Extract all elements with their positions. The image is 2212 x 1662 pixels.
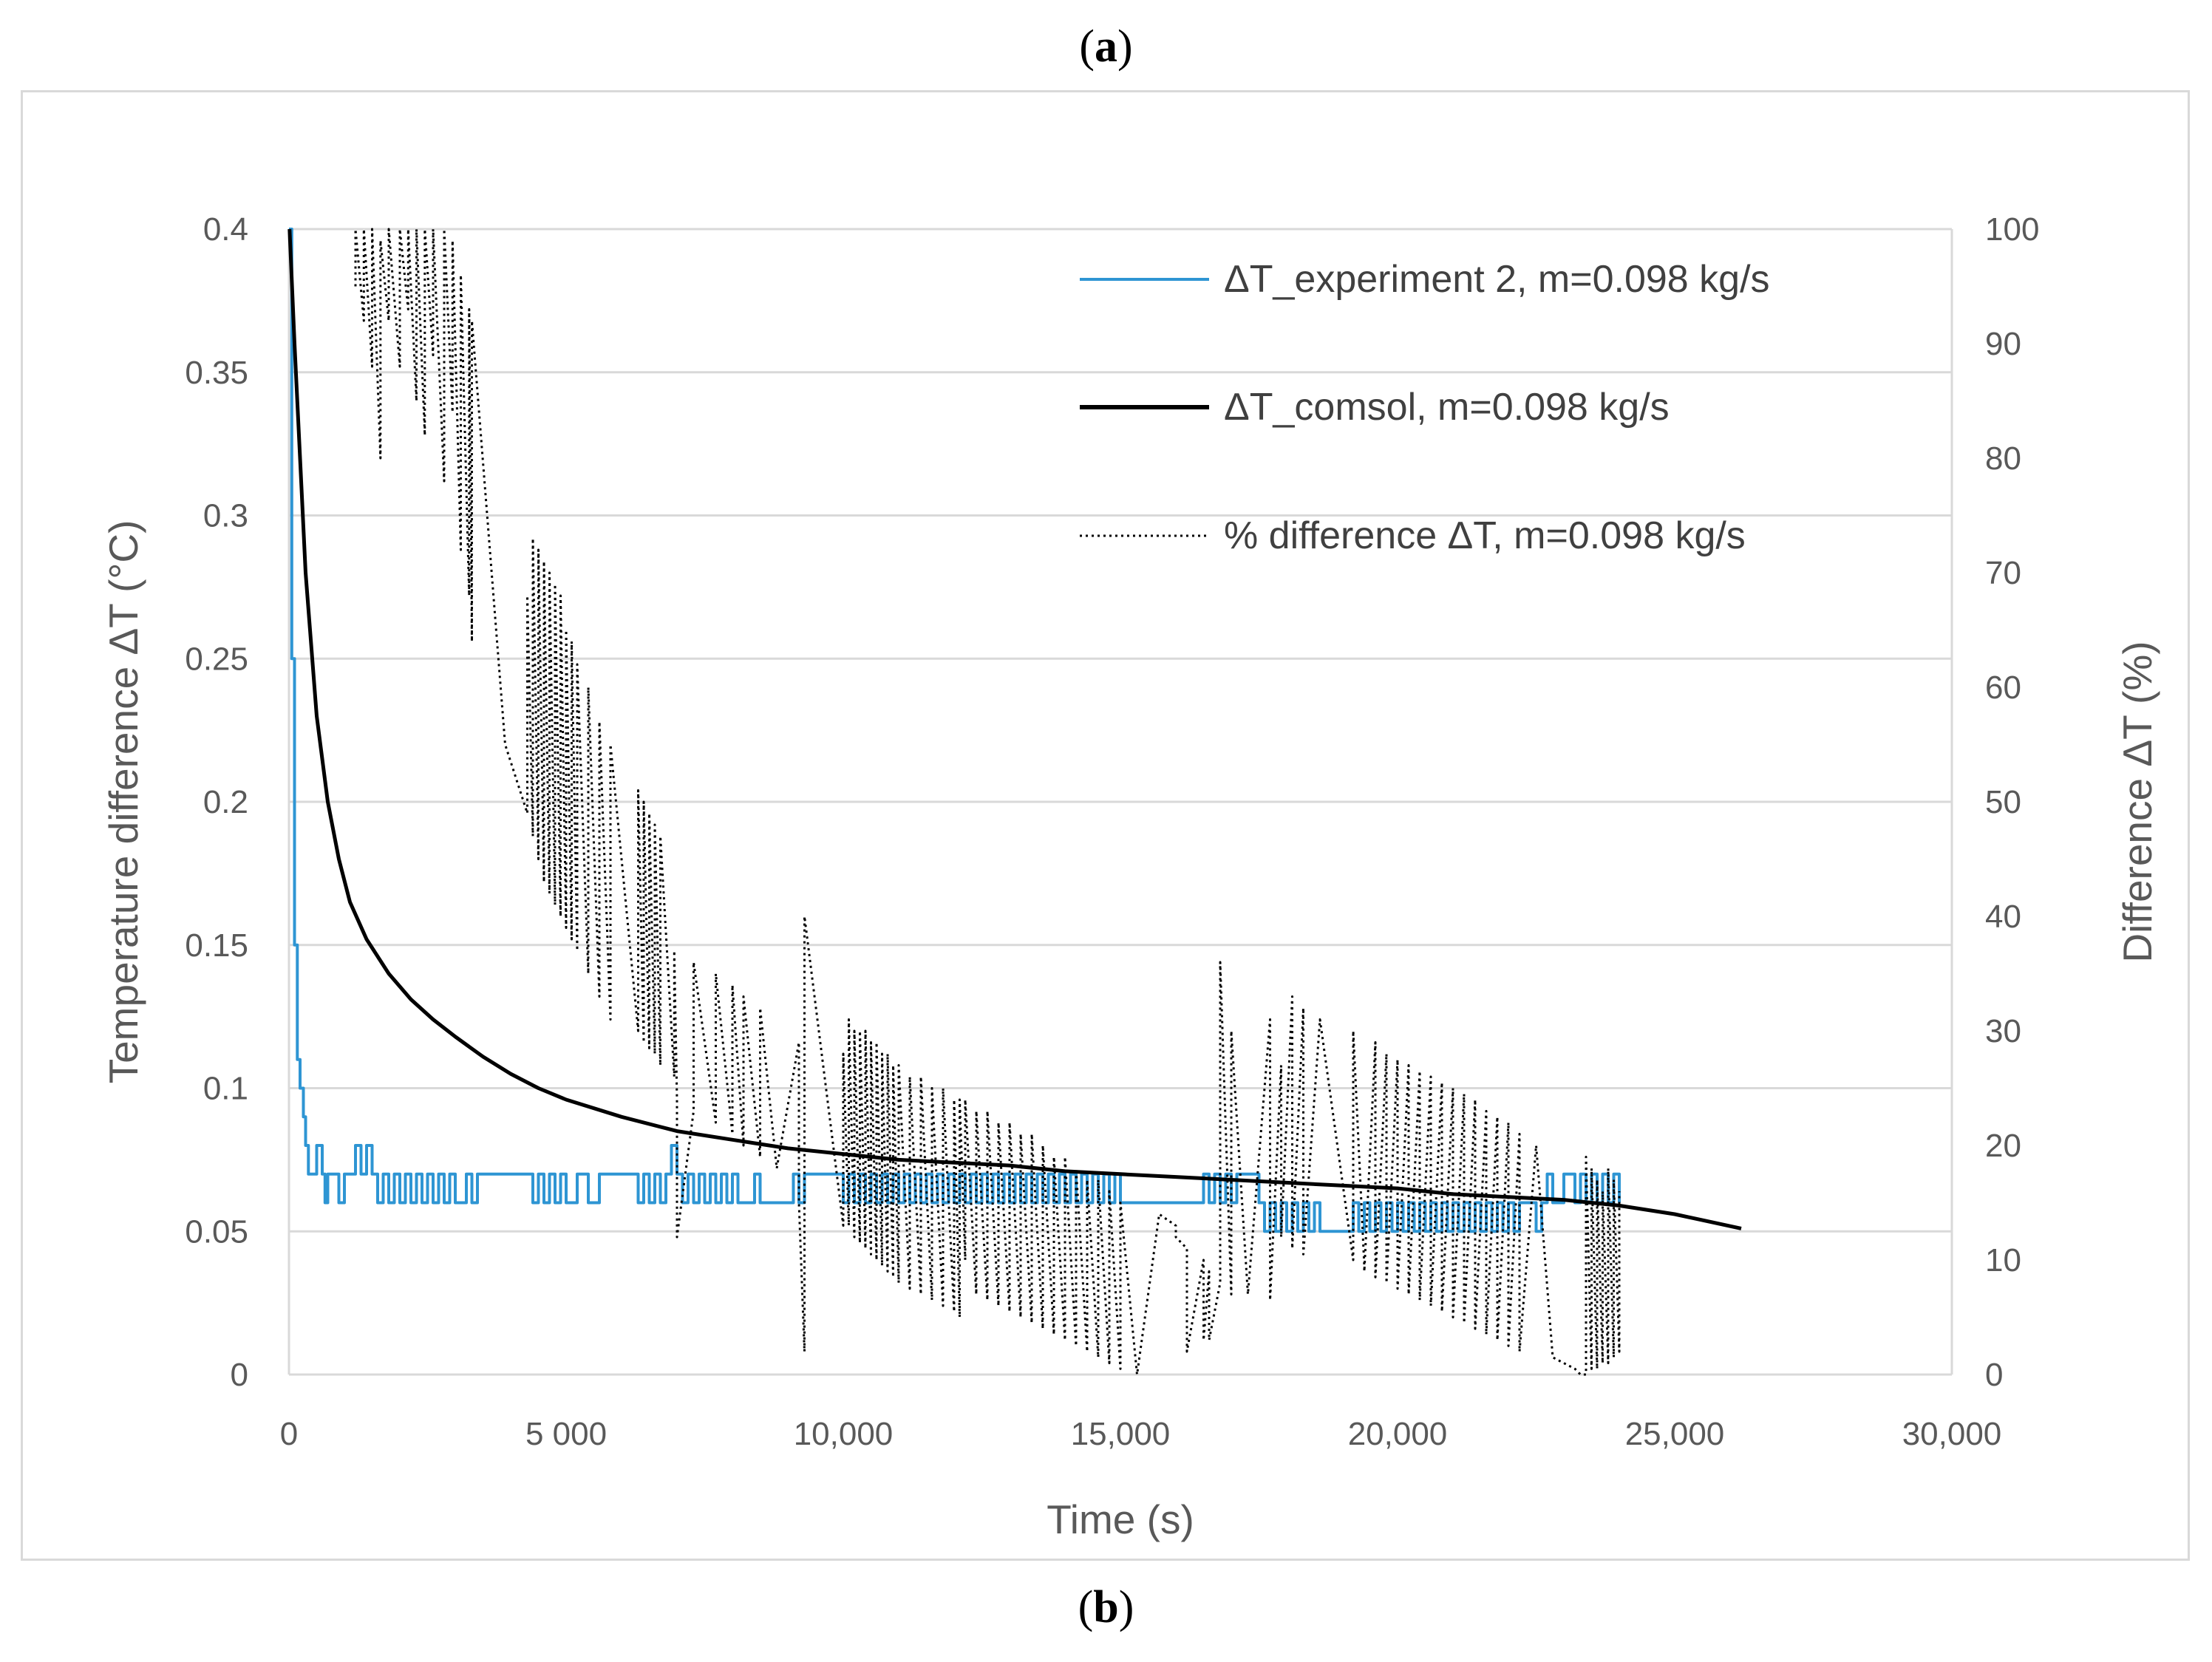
x-tick-label: 20,000 (1348, 1416, 1448, 1452)
axis-layer (287, 229, 1953, 1376)
legend-label-difference: % difference ΔT, m=0.098 kg/s (1224, 514, 1746, 557)
y-left-tick-label: 0.2 (203, 784, 248, 820)
y-right-tick-label: 70 (1985, 555, 2021, 591)
y-right-tick-label: 80 (1985, 440, 2021, 477)
legend-label-comsol: ΔT_comsol, m=0.098 kg/s (1224, 386, 1670, 429)
x-tick-label: 15,000 (1071, 1416, 1171, 1452)
series-difference-line (354, 228, 1621, 1376)
y-left-tick-label: 0.25 (185, 641, 248, 677)
series-layer (287, 228, 1742, 1376)
y-right-axis-title: Difference ΔT (%) (2114, 641, 2160, 962)
y-right-tick-label: 90 (1985, 326, 2021, 362)
y-right-tick-label: 40 (1985, 899, 2021, 935)
y-right-tick-label: 50 (1985, 784, 2021, 820)
chart-area: 0 0.05 0.1 0.15 0.2 0.25 0.3 0.35 0.4 0 10 20 30 40 50… (21, 90, 2190, 1561)
y-right-tick-label: 10 (1985, 1242, 2021, 1278)
y-left-tick-label: 0.05 (185, 1213, 248, 1250)
y-left-tick-label: 0.1 (203, 1071, 248, 1107)
grid-layer (289, 228, 1952, 1233)
legend-label-experiment: ΔT_experiment 2, m=0.098 kg/s (1224, 258, 1770, 301)
x-tick-label: 10,000 (794, 1416, 894, 1452)
series-comsol-line (287, 228, 1742, 1230)
tick-layer: 0 0.05 0.1 0.15 0.2 0.25 0.3 0.35 0.4 0 10 20 30 40 50… (185, 211, 2039, 1452)
y-right-tick-label: 100 (1985, 211, 2039, 248)
chart-svg: 0 0.05 0.1 0.15 0.2 0.25 0.3 0.35 0.4 0 10 20 30 40 50… (101, 211, 2160, 1542)
y-left-tick-label: 0.15 (185, 927, 248, 964)
y-right-tick-label: 20 (1985, 1128, 2021, 1164)
y-left-tick-label: 0.35 (185, 355, 248, 391)
y-left-tick-label: 0.4 (203, 211, 248, 248)
x-tick-label: 25,000 (1625, 1416, 1725, 1452)
x-axis-title: Time (s) (1047, 1496, 1194, 1542)
y-left-axis-title: Temperature difference ΔT (°C) (101, 520, 146, 1084)
y-left-tick-label: 0 (231, 1357, 248, 1393)
x-tick-label: 5 000 (525, 1416, 607, 1452)
legend: ΔT_experiment 2, m=0.098 kg/s ΔT_comsol,… (1080, 258, 1770, 557)
y-left-tick-label: 0.3 (203, 498, 248, 534)
y-right-tick-label: 60 (1985, 670, 2021, 706)
y-right-tick-label: 0 (1985, 1357, 2003, 1393)
x-tick-label: 0 (280, 1416, 298, 1452)
x-tick-label: 30,000 (1902, 1416, 2002, 1452)
panel-label-b: (b) (1078, 1582, 1134, 1632)
y-right-tick-label: 30 (1985, 1013, 2021, 1049)
panel-label-a: (a) (1079, 21, 1133, 72)
